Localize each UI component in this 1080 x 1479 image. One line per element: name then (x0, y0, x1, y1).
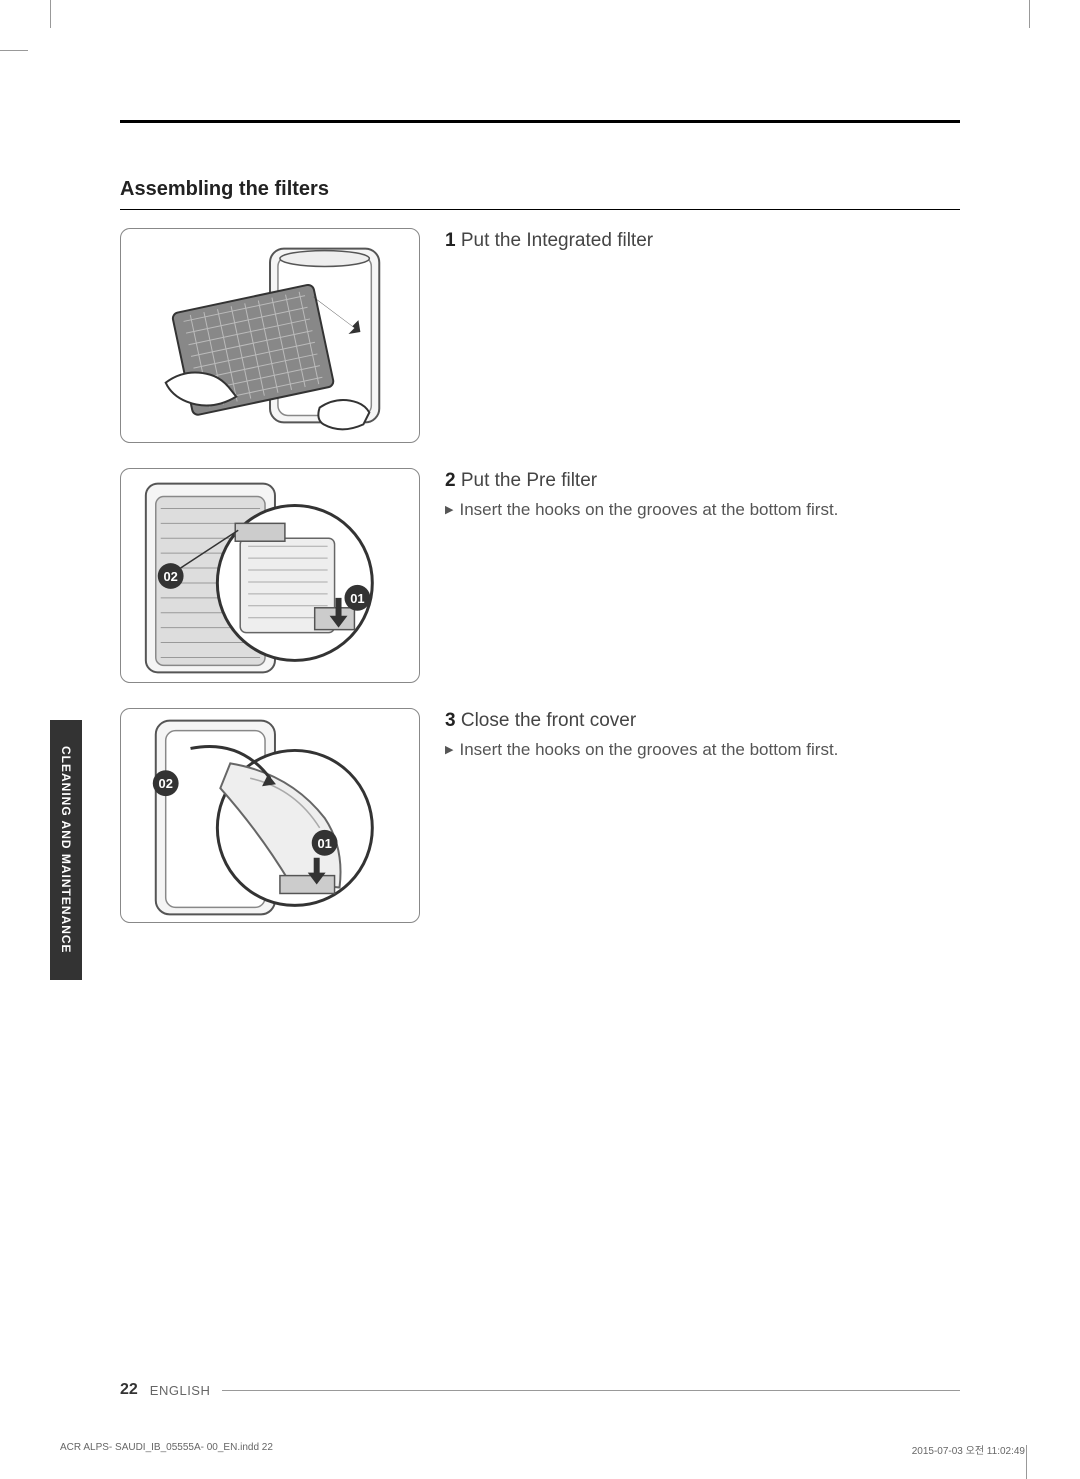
step-illustration: 01 02 (120, 468, 420, 683)
svg-text:01: 01 (317, 836, 331, 851)
step-illustration (120, 228, 420, 443)
bullet-text: Insert the hooks on the grooves at the b… (459, 498, 838, 522)
print-metadata: ACR ALPS- SAUDI_IB_05555A- 00_EN.indd 22… (60, 1442, 1025, 1457)
page-footer: 22 ENGLISH (120, 1381, 960, 1399)
bullet-icon: ▶ (445, 498, 453, 522)
step-heading: 3 Close the front cover (445, 710, 960, 732)
step-illustration: 01 02 (120, 708, 420, 923)
svg-text:02: 02 (163, 569, 177, 584)
step-number: 3 (445, 710, 456, 731)
header-rule (120, 120, 960, 123)
crop-mark (50, 0, 51, 28)
step-title: Close the front cover (461, 710, 636, 731)
crop-mark (0, 50, 28, 51)
step-bullet: ▶ Insert the hooks on the grooves at the… (445, 498, 960, 522)
bullet-icon: ▶ (445, 738, 453, 762)
print-file: ACR ALPS- SAUDI_IB_05555A- 00_EN.indd 22 (60, 1442, 273, 1457)
svg-text:01: 01 (350, 591, 364, 606)
page-content: Assembling the filters (50, 50, 1030, 1429)
page-number: 22 (120, 1381, 138, 1399)
step-heading: 2 Put the Pre filter (445, 470, 960, 492)
step-text: 3 Close the front cover ▶ Insert the hoo… (445, 708, 960, 923)
svg-text:02: 02 (159, 776, 173, 791)
step-title: Put the Integrated filter (461, 230, 653, 251)
step-heading: 1 Put the Integrated filter (445, 230, 960, 252)
crop-mark (1029, 0, 1030, 28)
section-title: Assembling the filters (120, 178, 960, 210)
print-timestamp: 2015-07-03 오전 11:02:49 (912, 1442, 1025, 1457)
step-row: 1 Put the Integrated filter (120, 228, 960, 443)
step-text: 1 Put the Integrated filter (445, 228, 960, 443)
language-label: ENGLISH (150, 1383, 211, 1398)
step-row: 01 02 2 Put the Pre filter ▶ Insert the … (120, 468, 960, 683)
crop-mark (1026, 1445, 1027, 1479)
step-number: 1 (445, 230, 456, 251)
step-title: Put the Pre filter (461, 470, 597, 491)
step-number: 2 (445, 470, 456, 491)
footer-rule (222, 1390, 960, 1391)
step-bullet: ▶ Insert the hooks on the grooves at the… (445, 738, 960, 762)
bullet-text: Insert the hooks on the grooves at the b… (459, 738, 838, 762)
step-text: 2 Put the Pre filter ▶ Insert the hooks … (445, 468, 960, 683)
step-row: 01 02 3 Close the front cover ▶ Insert t… (120, 708, 960, 923)
